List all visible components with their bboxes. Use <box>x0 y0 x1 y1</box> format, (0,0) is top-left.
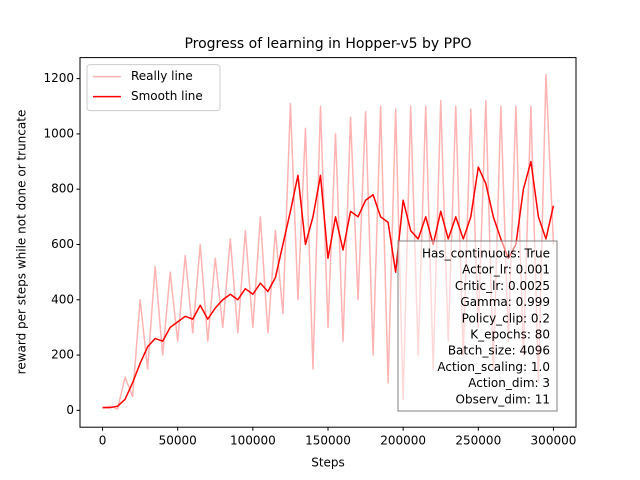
y-tick-label: 200 <box>51 348 74 362</box>
chart-title: Progress of learning in Hopper-v5 by PPO <box>184 36 471 52</box>
x-tick-label: 150000 <box>305 434 351 448</box>
x-tick-label: 0 <box>99 434 107 448</box>
y-tick-label: 800 <box>51 182 74 196</box>
series-line <box>102 160 555 409</box>
x-tick-label: 100000 <box>230 434 276 448</box>
y-tick-label: 400 <box>51 292 74 306</box>
annotation-line: Has_continuous: True <box>422 247 550 261</box>
legend-label: Smooth line <box>131 89 203 103</box>
annotation-line: Observ_dim: 11 <box>456 392 551 406</box>
y-axis-label: reward per steps while not done or trunc… <box>15 110 29 375</box>
x-tick-label: 200000 <box>380 434 426 448</box>
annotation-line: Critic_lr: 0.0025 <box>455 279 550 293</box>
annotation-line: Action_scaling: 1.0 <box>437 360 550 374</box>
annotation-box <box>397 240 558 412</box>
annotation-line: Action_dim: 3 <box>468 376 550 390</box>
legend-label: Really line <box>131 69 193 83</box>
y-tick-label: 1000 <box>43 126 74 140</box>
plot-frame <box>79 57 577 428</box>
x-tick-label: 300000 <box>531 434 577 448</box>
y-tick-label: 600 <box>51 237 74 251</box>
x-tick-label: 50000 <box>159 434 197 448</box>
x-axis-label: Steps <box>311 456 345 470</box>
annotation-line: Batch_size: 4096 <box>448 344 550 358</box>
y-tick-label: 0 <box>66 403 74 417</box>
x-tick-label: 250000 <box>455 434 501 448</box>
annotation-line: Policy_clip: 0.2 <box>462 311 550 325</box>
annotation-line: Actor_lr: 0.001 <box>462 263 550 277</box>
y-tick-label: 1200 <box>43 71 74 85</box>
annotation-line: Gamma: 0.999 <box>460 295 550 309</box>
annotation-line: K_epochs: 80 <box>470 328 550 342</box>
